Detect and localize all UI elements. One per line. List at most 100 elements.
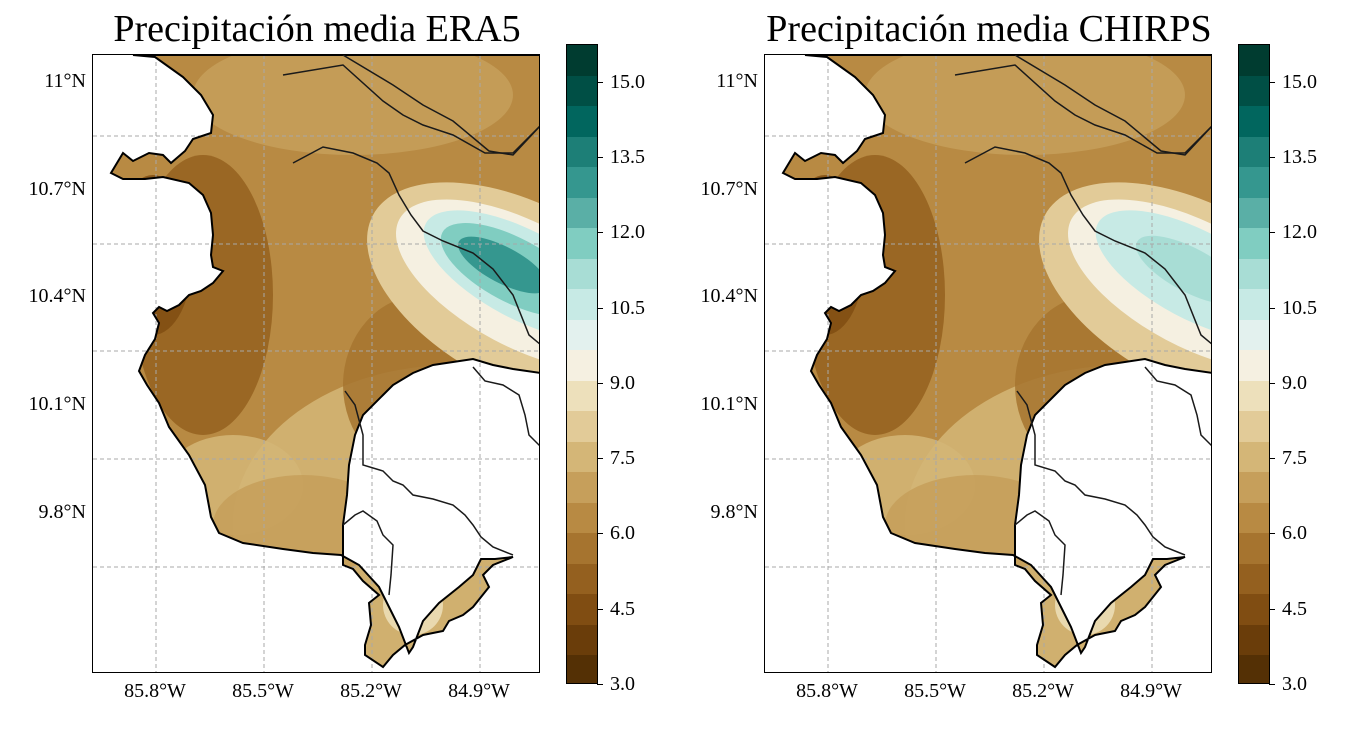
colorbar-segment xyxy=(567,593,597,625)
colorbar-segment xyxy=(567,502,597,534)
colorbar-segment xyxy=(1239,136,1269,168)
colorbar-tick-label: 9.0 xyxy=(610,371,635,394)
colorbar-tick xyxy=(597,684,603,685)
colorbar-tick-label: 3.0 xyxy=(1282,673,1307,695)
colorbar-tick xyxy=(597,608,603,610)
colorbar xyxy=(1238,44,1270,684)
colorbar-segment xyxy=(1239,441,1269,473)
colorbar-segment xyxy=(1239,75,1269,107)
colorbar-segment xyxy=(1239,288,1269,320)
colorbar-tick-label: 13.5 xyxy=(610,145,645,168)
lat-label: 10.1°N xyxy=(700,393,758,415)
colorbar-segment xyxy=(1239,105,1269,137)
colorbar-segment xyxy=(567,349,597,381)
colorbar-segment xyxy=(567,624,597,656)
colorbar-segment xyxy=(1239,380,1269,412)
map-title: Precipitación media ERA5 xyxy=(113,8,521,50)
colorbar-tick-label: 6.0 xyxy=(610,522,635,545)
lat-label: 11°N xyxy=(716,70,758,92)
gridlines xyxy=(93,55,539,672)
colorbar-segment xyxy=(567,136,597,168)
colorbar-segment xyxy=(1239,349,1269,381)
colorbar-tick-label: 15.0 xyxy=(610,70,645,93)
colorbar-tick xyxy=(597,458,603,460)
border-line xyxy=(472,366,539,447)
colorbar-segment xyxy=(567,197,597,229)
colorbar-segment xyxy=(1239,410,1269,442)
lat-label: 10.4°N xyxy=(700,285,758,307)
colorbar-tick xyxy=(1269,458,1275,460)
precipitation-map xyxy=(93,55,539,672)
border-line xyxy=(292,146,539,345)
colorbar-segment xyxy=(567,471,597,503)
colorbar-tick-label: 10.5 xyxy=(1282,296,1317,319)
colorbar-tick xyxy=(597,81,603,83)
colorbar-segment xyxy=(567,532,597,564)
border-line xyxy=(1014,510,1066,596)
colorbar-tick-label: 4.5 xyxy=(1282,597,1307,620)
map-title: Precipitación media CHIRPS xyxy=(766,8,1212,50)
lat-label: 10.1°N xyxy=(28,393,86,415)
colorbar-segment xyxy=(1239,593,1269,625)
lon-label: 84.9°W xyxy=(1120,680,1182,702)
colorbar-tick xyxy=(597,156,603,158)
colorbar-segment xyxy=(567,258,597,290)
colorbar-tick xyxy=(1269,81,1275,83)
colorbar-segment xyxy=(1239,624,1269,656)
colorbar-tick xyxy=(1269,156,1275,158)
lon-label: 85.5°W xyxy=(904,680,966,702)
map-panel-chirps: Precipitación media CHIRPS 11°N 10.7°N 1… xyxy=(672,0,1348,735)
lon-label: 85.5°W xyxy=(232,680,294,702)
border-line xyxy=(342,55,539,156)
border-line xyxy=(1144,366,1211,447)
colorbar-segment xyxy=(1239,532,1269,564)
colorbar-tick-label: 6.0 xyxy=(1282,522,1307,545)
colorbar-tick xyxy=(597,232,603,234)
colorbar-tick-label: 13.5 xyxy=(1282,145,1317,168)
colorbar-segment xyxy=(1239,227,1269,259)
colorbar-segment xyxy=(567,227,597,259)
map-panel-era5: Precipitación media ERA5 11°N 10.7°N 10.… xyxy=(28,8,645,702)
colorbar-segment xyxy=(1239,502,1269,534)
colorbar-segment xyxy=(1239,471,1269,503)
colorbar-tick xyxy=(597,382,603,384)
coastline xyxy=(781,55,1211,669)
colorbar-segment xyxy=(567,288,597,320)
coastline xyxy=(109,55,539,669)
colorbar-tick-label: 12.0 xyxy=(610,221,645,244)
colorbar-tick xyxy=(1269,608,1275,610)
colorbar-segment xyxy=(567,441,597,473)
colorbar-tick xyxy=(597,307,603,309)
colorbar-tick-label: 7.5 xyxy=(610,447,635,470)
lon-label: 85.2°W xyxy=(340,680,402,702)
colorbar-tick-label: 10.5 xyxy=(610,296,645,319)
colorbar-tick-label: 12.0 xyxy=(1282,221,1317,244)
colorbar-tick xyxy=(1269,307,1275,309)
map-area xyxy=(764,54,1212,673)
precipitation-map xyxy=(765,55,1211,672)
colorbar-segment xyxy=(1239,563,1269,595)
map-area xyxy=(92,54,540,673)
colorbar-segment xyxy=(1239,258,1269,290)
colorbar-tick xyxy=(1269,232,1275,234)
land-fill xyxy=(111,55,539,667)
border-line xyxy=(1016,390,1186,556)
border-line xyxy=(342,510,394,596)
colorbar-segment xyxy=(567,319,597,351)
lat-label: 10.7°N xyxy=(700,178,758,200)
colorbar-segment xyxy=(567,45,597,76)
colorbar-segment xyxy=(1239,45,1269,76)
colorbar-tick xyxy=(597,533,603,535)
colorbar-tick-label: 9.0 xyxy=(1282,371,1307,394)
colorbar-tick xyxy=(1269,533,1275,535)
colorbar-segment xyxy=(1239,654,1269,683)
lat-label: 9.8°N xyxy=(38,501,86,523)
lat-label: 11°N xyxy=(44,70,86,92)
colorbar-segment xyxy=(567,105,597,137)
colorbar-segment xyxy=(567,75,597,107)
colorbar-segment xyxy=(567,654,597,683)
border-line xyxy=(344,390,514,556)
colorbar-tick-label: 4.5 xyxy=(610,597,635,620)
colorbar-segment xyxy=(567,380,597,412)
colorbar-tick-label: 15.0 xyxy=(1282,70,1317,93)
